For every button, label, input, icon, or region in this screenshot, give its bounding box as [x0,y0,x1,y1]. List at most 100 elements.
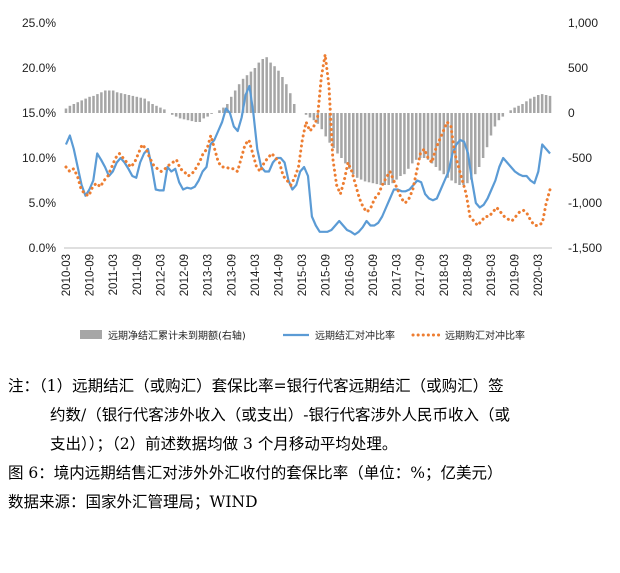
left-axis-tick-label: 20.0% [22,61,56,75]
bar [218,110,221,113]
left-axis-tick-label: 15.0% [22,106,56,120]
bar [292,104,296,113]
bar [359,113,363,180]
bar [324,113,327,137]
bar [348,113,351,169]
bar [411,113,414,164]
x-axis-tick-label: 2011-09 [132,254,144,295]
bar [261,59,264,113]
bar [328,113,331,143]
bar [544,95,548,113]
bar [474,113,477,175]
x-axis-tick-label: 2011-03 [108,254,120,295]
bar [517,105,520,113]
legend-item-net-settlement: 远期净结汇累计未到期额(右轴) [80,329,246,342]
bar [395,113,398,180]
bar [285,84,288,113]
bar [477,113,481,167]
x-axis-tick-label: 2017-09 [415,254,427,296]
bar [489,113,493,136]
note-line-1: 注：（1）远期结汇（或购汇）套保比率=银行代客远期结汇（或购汇）签 [8,377,504,395]
bar [513,107,516,113]
right-axis-tick-label: -500 [568,151,592,165]
bar [233,90,237,113]
bar [304,113,308,115]
x-axis-tick-label: 2010-09 [85,254,97,296]
bar [430,113,434,164]
bar [536,95,540,113]
x-axis-tick-label: 2020-03 [533,254,545,296]
left-axis-tick-label: 0.0% [29,241,57,255]
bar [115,92,119,113]
bar [68,105,72,113]
right-axis-tick-label: 0 [568,106,575,120]
bar [222,107,225,113]
bar [533,96,536,113]
bar [104,90,107,113]
left-axis-tick-label: 25.0% [22,16,56,30]
bar [442,113,446,175]
bar [355,113,359,178]
x-axis: 2010-03 2010-09 2011-03 2011-09 2012-03 2012-… [61,247,552,296]
bar [257,62,261,113]
bar [96,94,99,113]
series-line-forward-settlement [64,84,551,236]
bar [481,113,485,158]
chart-notes: 注：（1）远期结汇（或购汇）套保比率=银行代客远期结汇（或购汇）签 约数/（银行… [8,372,614,517]
bar [182,113,186,120]
figure-caption: 图 6：境内远期结售汇对涉外外汇收付的套保比率（单位：%；亿美元） [8,464,503,482]
bar [92,95,95,113]
series-line-forward-purchase [64,54,552,228]
bar [151,104,154,113]
bar [139,97,142,113]
bar [450,113,453,181]
bar [174,113,178,117]
bar [241,78,245,113]
legend: 远期净结汇累计未到期额(右轴) 远期结汇对冲比率 远期购汇对冲比率 [80,329,525,342]
x-axis-tick-label: 2018-03 [439,254,451,296]
x-axis-tick-label: 2016-03 [344,254,356,296]
bar [501,113,505,117]
bar [253,68,257,113]
bar [371,113,375,184]
x-axis-tick-label: 2016-09 [368,254,380,296]
bar [88,96,91,113]
bar [265,57,268,113]
bar [379,113,383,185]
legend-label: 远期购汇对冲比率 [445,329,525,342]
bar [230,96,233,113]
bar [170,113,174,115]
right-axis-tick-label: 1,000 [568,16,598,30]
bar [159,107,162,113]
bar [344,113,347,164]
bar [108,90,111,113]
bar [237,84,241,113]
bar [206,113,209,117]
x-axis-tick-label: 2014-09 [274,254,286,296]
legend-label: 远期结汇对冲比率 [315,329,395,342]
left-axis-tick-label: 10.0% [22,151,56,165]
bar [529,98,532,113]
bar [434,113,438,167]
bar [163,109,166,113]
bar [127,95,131,113]
bar [375,113,379,185]
x-axis-tick-label: 2012-09 [179,254,191,296]
bar [131,95,135,113]
bar [458,113,461,185]
right-axis-tick-label: -1,500 [568,241,602,255]
bar [399,113,402,176]
bar [143,98,146,113]
bar [111,90,115,113]
bar [72,104,76,113]
bar [123,94,127,113]
bar [194,113,198,122]
bar [198,113,202,122]
bar [100,92,103,113]
bar [383,113,386,185]
x-axis-tick-label: 2013-03 [203,254,215,296]
bar [186,113,190,121]
bar [332,113,335,149]
bar [426,113,430,160]
legend-item-settlement-ratio: 远期结汇对冲比率 [283,329,395,342]
